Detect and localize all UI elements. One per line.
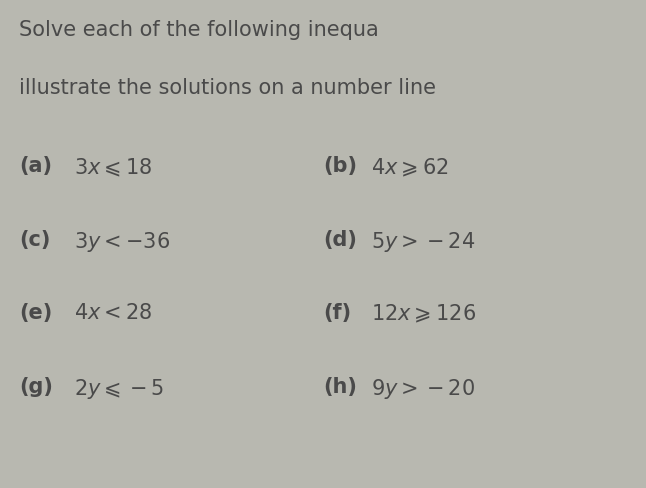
Text: Solve each of the following inequa: Solve each of the following inequa: [19, 20, 379, 40]
Text: $3y < -36$: $3y < -36$: [74, 229, 171, 253]
Text: $4x \geqslant 62$: $4x \geqslant 62$: [371, 156, 449, 178]
Text: $9y > -20$: $9y > -20$: [371, 376, 475, 400]
Text: (e): (e): [19, 303, 52, 323]
Text: $3x \leqslant 18$: $3x \leqslant 18$: [74, 156, 152, 178]
Text: $12x \geqslant 126$: $12x \geqslant 126$: [371, 303, 477, 325]
Text: (h): (h): [323, 376, 357, 396]
Text: (d): (d): [323, 229, 357, 249]
Text: (c): (c): [19, 229, 51, 249]
Text: illustrate the solutions on a number line: illustrate the solutions on a number lin…: [19, 78, 437, 98]
Text: (f): (f): [323, 303, 351, 323]
Text: $5y > -24$: $5y > -24$: [371, 229, 475, 253]
Text: (a): (a): [19, 156, 52, 176]
Text: $4x < 28$: $4x < 28$: [74, 303, 152, 323]
Text: (g): (g): [19, 376, 53, 396]
Text: $2y \leqslant -5$: $2y \leqslant -5$: [74, 376, 165, 400]
Text: (b): (b): [323, 156, 357, 176]
